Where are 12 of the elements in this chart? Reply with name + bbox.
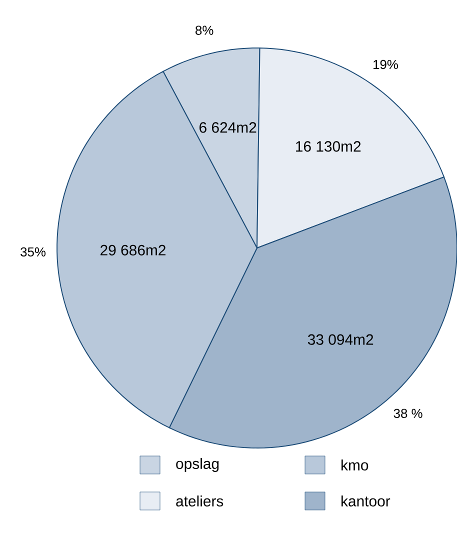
legend-label: ateliers [176, 496, 223, 506]
text: 16 130m2 [296, 141, 360, 152]
data-label: 8% [195, 26, 213, 35]
legend-label: kmo [341, 460, 368, 470]
data-label: 19% [373, 60, 398, 70]
text: 29 686m2 [100, 244, 166, 256]
text: 33 094m2 [308, 334, 373, 345]
legend-label: kantoor [341, 496, 390, 506]
text: 6 624m2 [199, 122, 256, 133]
legend-label: opslag [176, 458, 218, 472]
data-label: 38 % [394, 408, 422, 418]
data-label: 35% [20, 247, 46, 256]
